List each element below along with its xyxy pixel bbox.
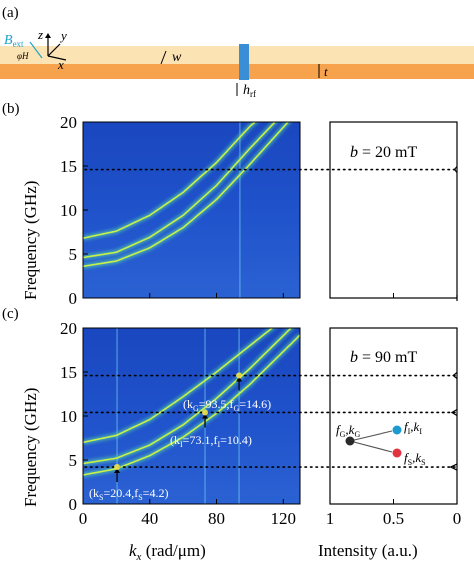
intensity-axis-label: Intensity (a.u.) <box>318 541 418 560</box>
y-axis-label-b: Frequency (GHz) <box>21 181 40 300</box>
three-magnon-diagram: fG,kG fI,kI fS,kS <box>336 419 426 467</box>
annotation-point-1 <box>202 409 209 416</box>
x-tick-label-0: 0 <box>79 509 88 528</box>
y-tick-label-b-1: 5 <box>69 245 78 264</box>
dispersion-branch-b-2 <box>83 122 290 268</box>
t-label: t <box>324 64 328 79</box>
y-tick-label-b-2: 10 <box>60 201 77 220</box>
x-tick-label-3: 120 <box>271 509 297 528</box>
intensity-panel-b: b = 20 mT <box>329 121 458 299</box>
x-tick-label-2: 80 <box>208 509 225 528</box>
annotation-S: (kS=20.4,fS=4.2) <box>89 486 168 502</box>
w-arrow <box>160 50 167 65</box>
annotation-point-2 <box>114 464 121 471</box>
field-arrow <box>29 41 43 59</box>
field-label: Bext <box>4 33 24 49</box>
dispersion-branch-c-1 <box>83 328 293 465</box>
panel-a-schematic: (a) Bext z y x φH w t hrf <box>0 5 474 99</box>
dispersion-branch-c-0 <box>83 328 274 444</box>
axis-z-arrowhead <box>45 33 51 38</box>
diagram-label-I: fI,kI <box>404 419 422 436</box>
film-bottom-layer <box>0 64 474 79</box>
annotation-arrowhead-1 <box>202 413 209 419</box>
y-tick-label-b-3: 15 <box>60 157 77 176</box>
y-tick-label-c-2: 10 <box>60 407 77 426</box>
diagram-label-G: fG,kG <box>336 422 360 439</box>
y-tick-label-c-4: 20 <box>60 319 77 338</box>
y-axis-label-c: Frequency (GHz) <box>21 388 40 507</box>
w-label: w <box>172 50 182 65</box>
intensity-panel-c: b = 90 mT <box>329 327 458 505</box>
annotation-point-0 <box>236 372 243 379</box>
dispersion-branch-b-0 <box>83 122 257 239</box>
axis-x-arrow <box>47 55 67 61</box>
intensity-tick-label-0: 1 <box>326 509 335 528</box>
field-label-b: b = 20 mT <box>350 144 417 161</box>
h-rf-label: hrf <box>243 83 256 99</box>
panel-label-c: (c) <box>2 306 19 322</box>
y-tick-label-c-0: 0 <box>69 495 78 514</box>
dispersion-branch-b-1 <box>83 122 277 259</box>
intensity-peak-c-1 <box>450 408 458 416</box>
annotation-I: (kI=73.1,fI=10.4) <box>170 433 252 449</box>
intensity-tick-label-2: 0 <box>453 509 462 528</box>
intensity-tick-label-1: 0.5 <box>383 509 404 528</box>
field-label-c: b = 90 mT <box>350 349 417 366</box>
axis-y-label: y <box>59 28 67 43</box>
axis-x-label: x <box>57 57 64 72</box>
diagram-arrow-to-I <box>349 430 393 442</box>
x-tick-label-1: 40 <box>141 509 158 528</box>
magnon-dot-G <box>345 436 355 446</box>
intensity-peak-c-2 <box>449 463 458 471</box>
annotation-arrowhead-0 <box>236 376 243 382</box>
annotation-G: (kG=93.5,fG=14.6) <box>183 397 271 413</box>
panel-label-a: (a) <box>2 5 19 21</box>
y-tick-label-c-1: 5 <box>69 451 78 470</box>
y-tick-label-b-0: 0 <box>69 289 78 308</box>
diagram-label-S: fS,kS <box>404 450 426 467</box>
magnon-dot-S <box>392 448 402 458</box>
x-axis-label: kx (rad/μm) <box>129 541 206 562</box>
phi-label: φH <box>17 51 29 61</box>
axis-z-label: z <box>37 27 43 42</box>
heatmap-b <box>82 121 301 299</box>
rf-antenna <box>239 44 249 80</box>
magnon-dot-I <box>392 425 402 435</box>
film-top-layer <box>0 46 474 64</box>
axis-y-arrow <box>47 43 61 57</box>
panel-label-b: (b) <box>2 101 20 117</box>
annotation-arrowhead-2 <box>114 468 121 474</box>
y-tick-label-c-3: 15 <box>60 363 77 382</box>
y-tick-label-b-4: 20 <box>60 113 77 132</box>
diagram-arrow-to-S <box>349 440 393 453</box>
